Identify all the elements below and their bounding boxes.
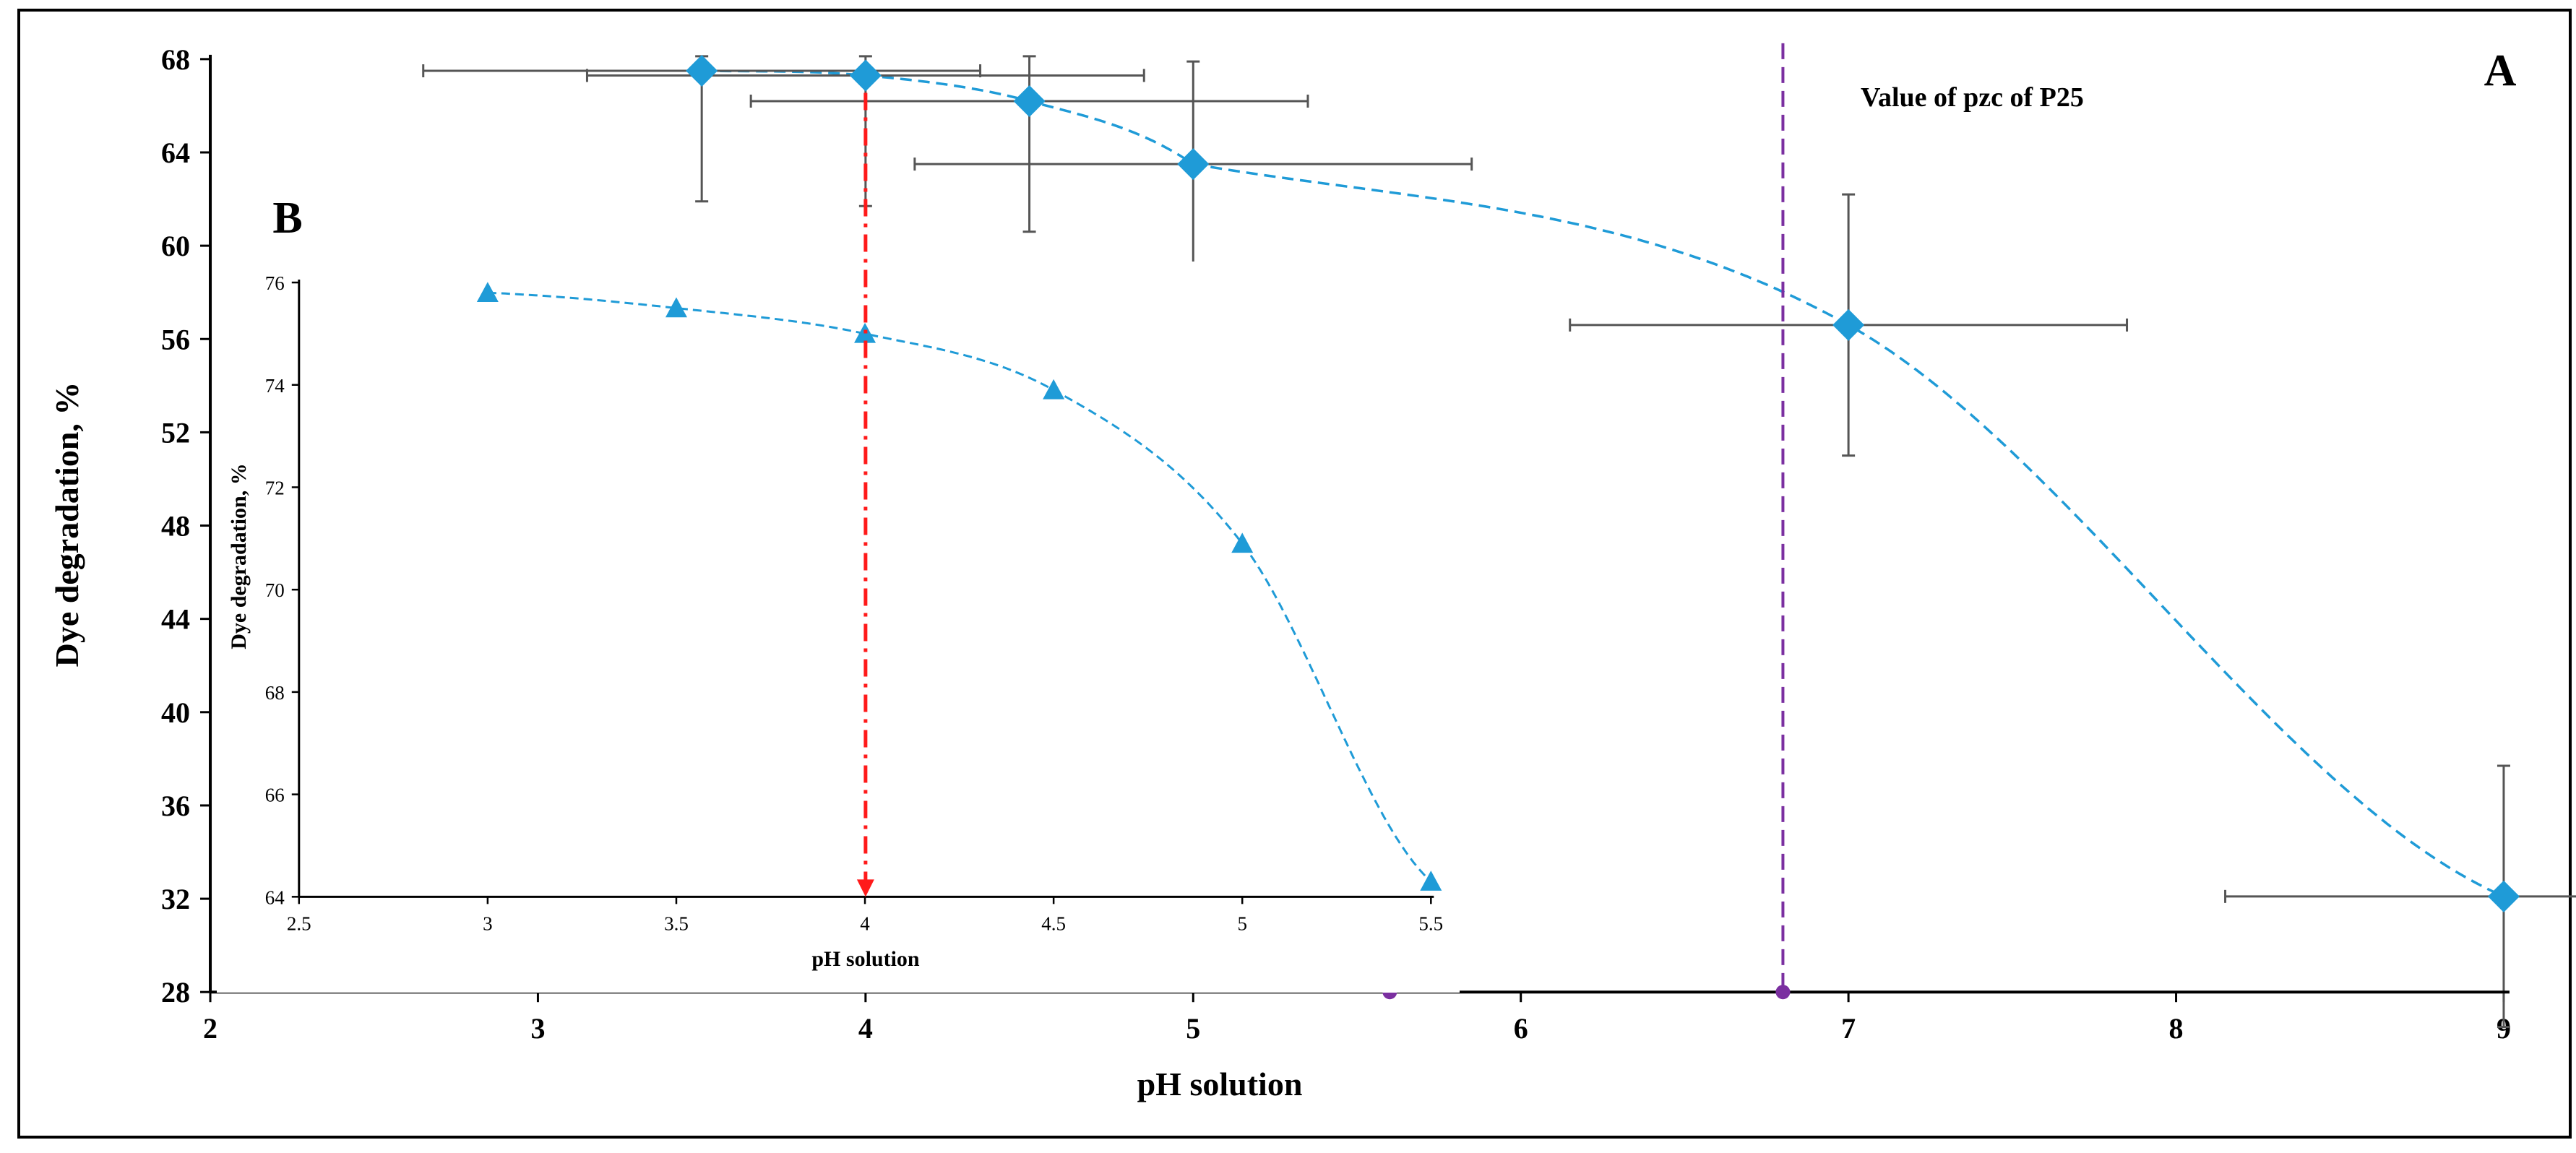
inset-y-axis-title: Dye degradation, % <box>227 463 251 649</box>
inset-x-tick-label: 3.5 <box>664 912 689 934</box>
inset-data-point <box>665 297 687 318</box>
main-y-axis-title: Dye degradation, % <box>48 382 85 668</box>
inset-data-point <box>1231 532 1254 553</box>
inset-chart: B 64 66 68 70 72 74 76 2.5 3 3.5 4 4.5 5 5.5 pH solu… <box>217 194 1460 993</box>
inset-x-tick-label: 3 <box>483 912 493 934</box>
main-x-tick-label: 6 <box>1514 1012 1528 1045</box>
main-x-axis-title: pH solution <box>1137 1066 1303 1102</box>
main-y-tick-label: 28 <box>161 976 190 1009</box>
axis-marker-dot <box>1775 985 1791 1000</box>
main-y-tick-label: 44 <box>161 603 190 636</box>
inset-y-tick-label: 64 <box>265 886 285 908</box>
main-y-tick-label: 40 <box>161 696 190 729</box>
main-data-point <box>849 59 882 92</box>
main-data-point <box>2487 880 2520 912</box>
main-y-tick-label: 48 <box>161 510 190 543</box>
inset-data-point <box>476 282 499 302</box>
main-x-tick-label: 8 <box>2169 1012 2184 1045</box>
main-data-point <box>1832 308 1865 341</box>
inset-y-tick-label: 72 <box>265 477 285 498</box>
main-x-ticks: 2 3 4 5 6 7 8 9 <box>203 992 2511 1045</box>
main-x-tick-label: 9 <box>2497 1012 2511 1045</box>
main-data-point <box>1177 148 1210 181</box>
main-x-tick-label: 4 <box>858 1012 873 1045</box>
main-y-tick-label: 64 <box>161 137 190 169</box>
main-x-tick-label: 3 <box>530 1012 545 1045</box>
inset-x-tick-label: 4.5 <box>1041 912 1066 934</box>
inset-data-points <box>476 282 1442 891</box>
inset-y-tick-label: 70 <box>265 579 285 601</box>
main-y-tick-label: 52 <box>161 416 190 449</box>
inset-x-axis-title: pH solution <box>811 947 920 971</box>
inset-x-ticks: 2.5 3 3.5 4 4.5 5 5.5 <box>287 897 1443 934</box>
inset-y-tick-label: 68 <box>265 682 285 704</box>
panel-label-b: B <box>272 194 302 243</box>
main-data-points <box>686 54 2520 912</box>
inset-x-tick-label: 4 <box>860 912 870 934</box>
main-trendline <box>702 69 2504 898</box>
pzc-annotation: Value of pzc of P25 <box>1861 82 2084 113</box>
inset-data-point <box>1043 379 1065 400</box>
main-x-tick-label: 7 <box>1841 1012 1856 1045</box>
main-data-point <box>686 54 718 87</box>
main-y-ticks: 28 32 36 40 44 48 52 56 60 64 68 <box>161 43 211 1009</box>
main-data-point <box>1013 85 1046 117</box>
inset-data-point <box>1420 871 1442 891</box>
panel-label-a: A <box>2484 46 2517 95</box>
main-y-tick-label: 56 <box>161 323 190 355</box>
main-y-tick-label: 32 <box>161 883 190 915</box>
inset-y-ticks: 64 66 68 70 72 74 76 <box>265 272 299 908</box>
inset-trendline <box>487 291 1432 883</box>
main-x-tick-label: 5 <box>1186 1012 1200 1045</box>
inset-x-tick-label: 5.5 <box>1418 912 1443 934</box>
inset-y-tick-label: 76 <box>265 272 285 294</box>
main-y-tick-label: 68 <box>161 43 190 76</box>
inset-y-tick-label: 66 <box>265 785 285 806</box>
main-y-tick-label: 36 <box>161 790 190 822</box>
main-y-tick-label: 60 <box>161 230 190 262</box>
ph4-arrow-head <box>856 879 874 897</box>
main-x-tick-label: 2 <box>203 1012 217 1045</box>
inset-y-tick-label: 74 <box>265 375 285 397</box>
inset-background <box>217 262 1460 993</box>
inset-x-tick-label: 5 <box>1237 912 1247 934</box>
inset-x-tick-label: 2.5 <box>287 912 311 934</box>
